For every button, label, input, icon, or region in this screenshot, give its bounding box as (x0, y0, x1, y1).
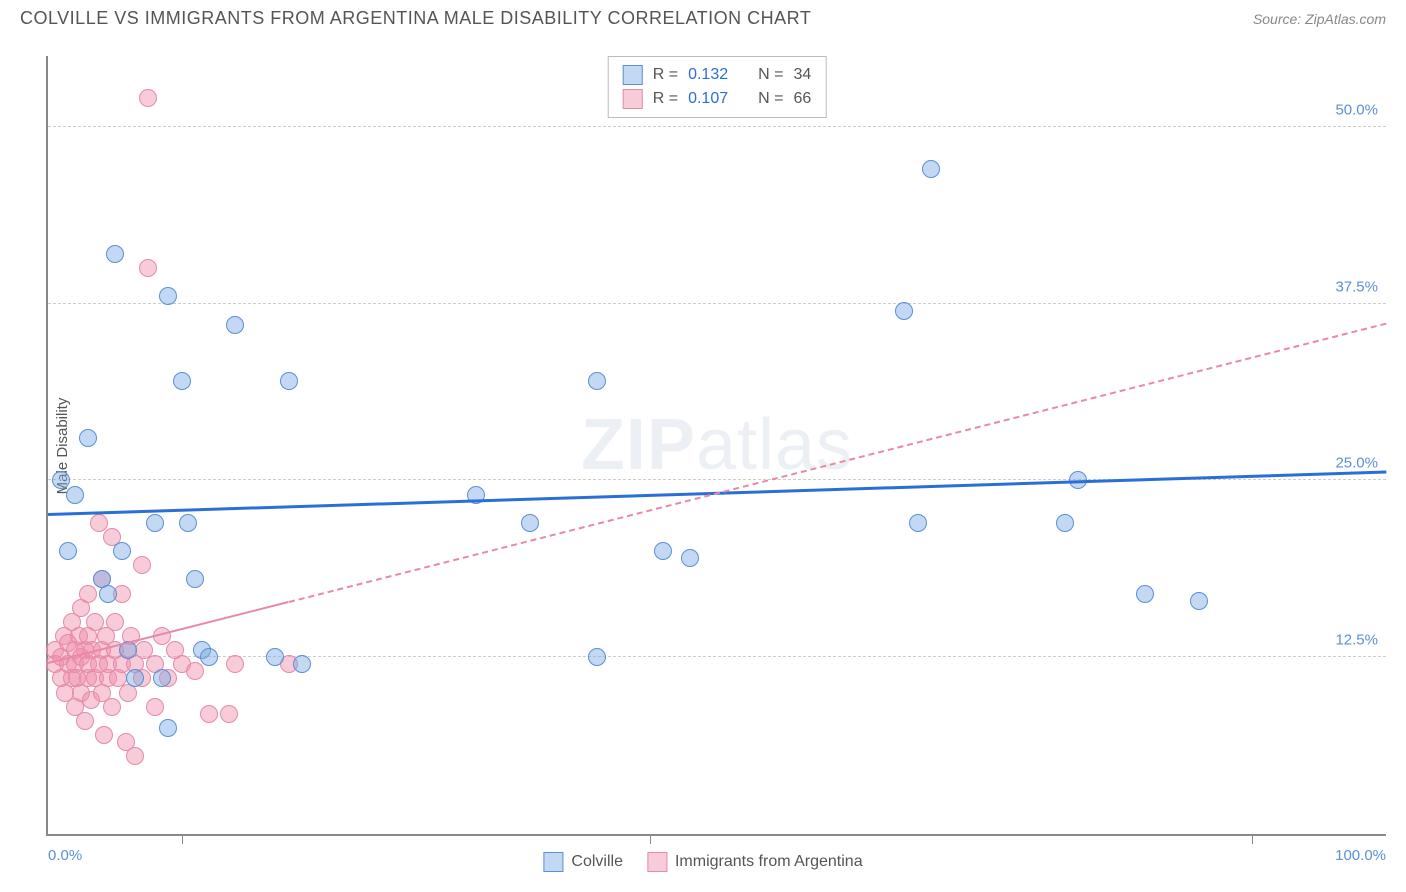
r-label: R = (653, 90, 678, 108)
y-tick-label: 25.0% (1335, 455, 1378, 472)
data-point-colville (588, 648, 606, 666)
data-point-colville (126, 669, 144, 687)
data-point-argentina (76, 712, 94, 730)
x-tick (1252, 834, 1253, 844)
gridline (48, 126, 1386, 127)
correlation-stats-box: R = 0.132 N = 34 R = 0.107 N = 66 (608, 56, 827, 118)
r-label: R = (653, 66, 678, 84)
x-axis-min-label: 0.0% (48, 847, 82, 864)
stats-row-colville: R = 0.132 N = 34 (623, 63, 812, 87)
data-point-argentina (103, 698, 121, 716)
data-point-argentina (139, 89, 157, 107)
gridline (48, 656, 1386, 657)
data-point-argentina (126, 747, 144, 765)
r-value-argentina: 0.107 (688, 90, 728, 108)
data-point-colville (59, 542, 77, 560)
data-point-colville (99, 585, 117, 603)
data-point-colville (588, 372, 606, 390)
x-axis-max-label: 100.0% (1335, 847, 1386, 864)
trend-line-argentina (289, 323, 1387, 603)
data-point-colville (226, 316, 244, 334)
data-point-colville (521, 514, 539, 532)
data-point-argentina (220, 705, 238, 723)
data-point-colville (179, 514, 197, 532)
y-tick-label: 37.5% (1335, 278, 1378, 295)
x-tick (650, 834, 651, 844)
data-point-argentina (200, 705, 218, 723)
watermark: ZIPatlas (581, 404, 853, 486)
data-point-colville (681, 549, 699, 567)
data-point-colville (293, 655, 311, 673)
data-point-argentina (79, 585, 97, 603)
data-point-argentina (90, 514, 108, 532)
stats-row-argentina: R = 0.107 N = 66 (623, 87, 812, 111)
n-value-argentina: 66 (793, 90, 811, 108)
data-point-colville (146, 514, 164, 532)
legend-item-argentina: Immigrants from Argentina (647, 852, 863, 872)
chart-title: COLVILLE VS IMMIGRANTS FROM ARGENTINA MA… (20, 8, 811, 29)
swatch-argentina (623, 89, 643, 109)
n-label: N = (758, 66, 783, 84)
data-point-argentina (186, 662, 204, 680)
data-point-argentina (139, 259, 157, 277)
data-point-colville (1190, 592, 1208, 610)
data-point-argentina (226, 655, 244, 673)
data-point-colville (1056, 514, 1074, 532)
data-point-argentina (95, 726, 113, 744)
legend-label-colville: Colville (571, 853, 623, 871)
data-point-colville (79, 429, 97, 447)
r-value-colville: 0.132 (688, 66, 728, 84)
data-point-colville (922, 160, 940, 178)
data-point-colville (1136, 585, 1154, 603)
data-point-colville (200, 648, 218, 666)
data-point-colville (66, 486, 84, 504)
swatch-colville (623, 65, 643, 85)
scatter-plot-area: ZIPatlas R = 0.132 N = 34 R = 0.107 N = … (46, 56, 1386, 836)
legend-item-colville: Colville (543, 852, 623, 872)
data-point-colville (266, 648, 284, 666)
data-point-colville (909, 514, 927, 532)
gridline (48, 303, 1386, 304)
data-point-argentina (106, 613, 124, 631)
data-point-colville (159, 287, 177, 305)
data-point-colville (52, 471, 70, 489)
y-tick-label: 12.5% (1335, 632, 1378, 649)
y-tick-label: 50.0% (1335, 101, 1378, 118)
data-point-colville (106, 245, 124, 263)
data-point-colville (186, 570, 204, 588)
data-point-colville (159, 719, 177, 737)
data-point-colville (113, 542, 131, 560)
data-point-argentina (133, 556, 151, 574)
data-point-colville (173, 372, 191, 390)
data-point-colville (280, 372, 298, 390)
source-attribution: Source: ZipAtlas.com (1253, 11, 1386, 27)
series-legend: Colville Immigrants from Argentina (543, 852, 862, 872)
data-point-colville (895, 302, 913, 320)
swatch-colville (543, 852, 563, 872)
data-point-colville (153, 669, 171, 687)
swatch-argentina (647, 852, 667, 872)
legend-label-argentina: Immigrants from Argentina (675, 853, 863, 871)
x-tick (182, 834, 183, 844)
data-point-colville (654, 542, 672, 560)
data-point-argentina (146, 698, 164, 716)
n-label: N = (758, 90, 783, 108)
n-value-colville: 34 (793, 66, 811, 84)
